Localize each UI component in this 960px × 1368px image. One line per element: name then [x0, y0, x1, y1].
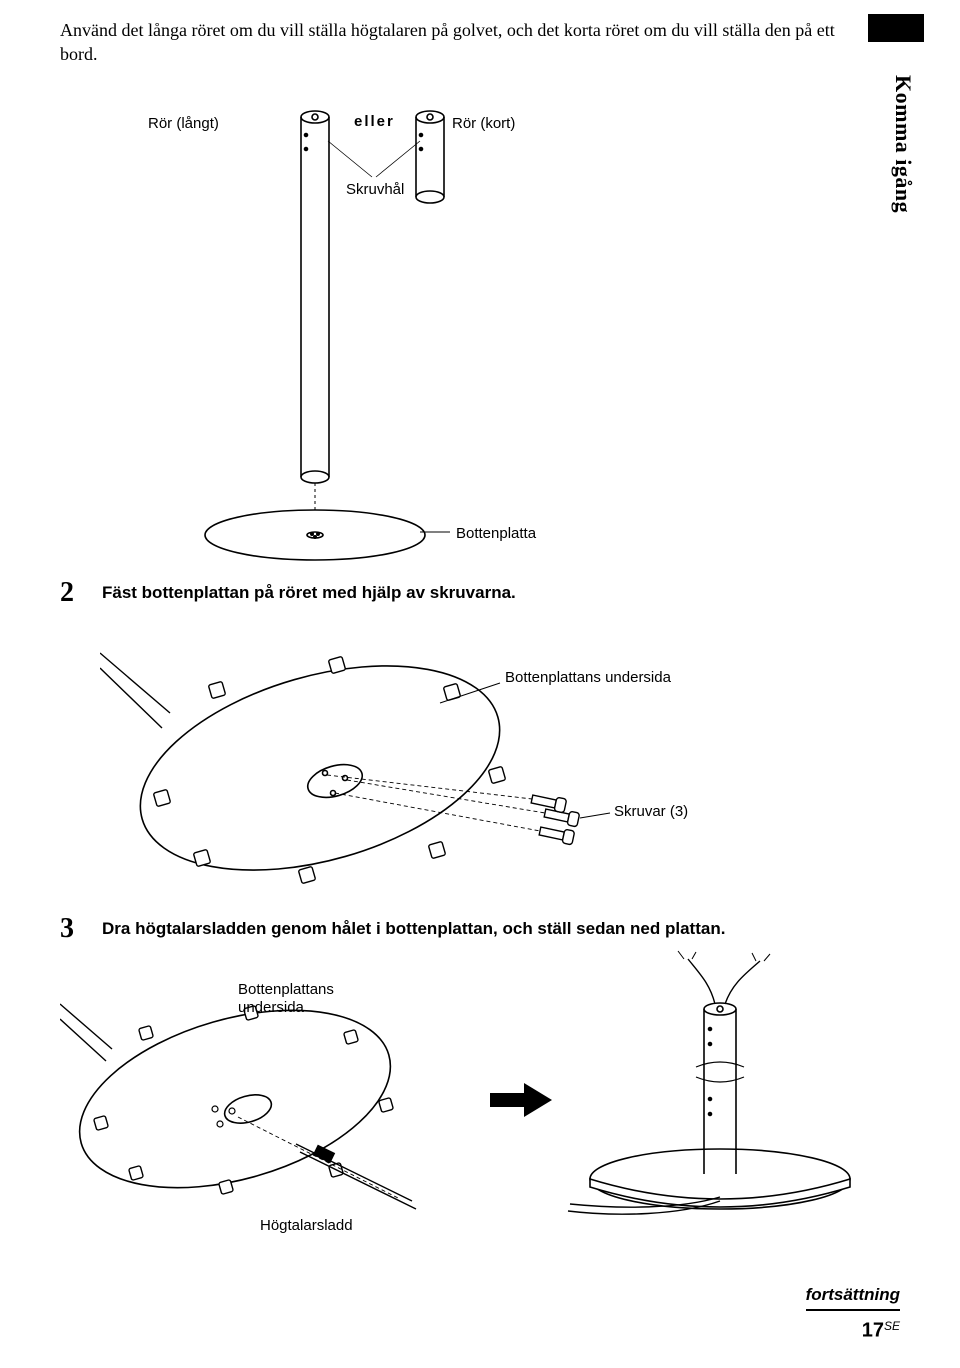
label-cord: Högtalarsladd	[260, 1217, 353, 1234]
label-base-plate: Bottenplatta	[456, 525, 536, 542]
label-underside-3: Bottenplattans undersida	[238, 981, 358, 1017]
figure-3: Bottenplattans undersida Högtalarsladd	[60, 949, 900, 1249]
intro-text: Använd det långa röret om du vill ställa…	[60, 18, 840, 67]
step-3: 3 Dra högtalarsladden genom hålet i bott…	[60, 913, 900, 945]
step-2-number: 2	[60, 577, 84, 609]
label-screw-hole: Skruvhål	[346, 181, 404, 198]
figure-2: Bottenplattans undersida Skruvar (3)	[60, 613, 900, 903]
step-3-text: Dra högtalarsladden genom hålet i botten…	[102, 913, 725, 939]
label-underside-2: Bottenplattans undersida	[505, 669, 671, 686]
label-screws: Skruvar (3)	[614, 803, 688, 820]
page-number: 17	[862, 1319, 884, 1341]
label-or: eller	[354, 113, 395, 130]
continuation-label: fortsättning	[806, 1285, 900, 1311]
label-long-tube: Rör (långt)	[148, 115, 219, 132]
page-tab-marker	[868, 14, 924, 42]
step-3-number: 3	[60, 913, 84, 945]
step-2-text: Fäst bottenplattan på röret med hjälp av…	[102, 577, 516, 603]
page-footer: fortsättning 17SE	[806, 1285, 900, 1342]
label-underside-3-text: Bottenplattans undersida	[238, 981, 358, 1017]
page-lang: SE	[884, 1319, 900, 1333]
step-2: 2 Fäst bottenplattan på röret med hjälp …	[60, 577, 900, 609]
label-short-tube: Rör (kort)	[452, 115, 515, 132]
figure-1: Rör (långt) eller Rör (kort) Skruvhål Bo…	[60, 77, 900, 567]
